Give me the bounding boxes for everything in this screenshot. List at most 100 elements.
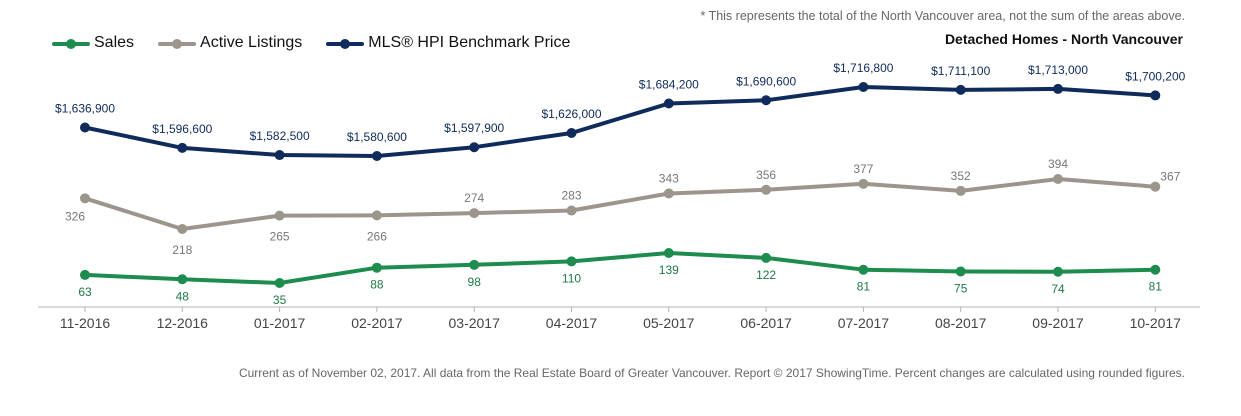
legend-label-hpi: MLS® HPI Benchmark Price	[368, 34, 571, 51]
legend-item-active-listings: Active Listings	[158, 34, 302, 52]
data-point-sales	[1150, 264, 1161, 275]
data-point-listings	[663, 188, 674, 199]
data-point-hpi	[1150, 90, 1161, 101]
data-point-listings	[761, 184, 772, 195]
data-label-listings: 367	[1160, 170, 1180, 184]
data-label-hpi: $1,582,500	[250, 129, 310, 143]
legend-label-sales: Sales	[94, 34, 135, 51]
data-label-listings: 218	[172, 243, 192, 257]
data-label-hpi: $1,711,100	[931, 64, 990, 78]
data-point-hpi	[1053, 83, 1063, 94]
data-point-sales	[469, 259, 480, 270]
data-label-hpi: $1,596,600	[152, 122, 212, 136]
data-point-hpi	[955, 84, 966, 95]
data-label-listings: 394	[1048, 157, 1068, 171]
data-label-hpi: $1,626,000	[541, 107, 601, 121]
data-point-sales	[761, 252, 772, 263]
legend-swatch-sales	[52, 36, 90, 50]
data-point-sales	[955, 266, 966, 277]
data-point-listings	[566, 205, 577, 216]
data-label-sales: 48	[176, 289, 190, 303]
data-point-sales	[858, 264, 869, 275]
data-label-listings: 352	[951, 169, 971, 183]
data-label-listings: 326	[65, 209, 85, 223]
data-label-sales: 98	[468, 275, 482, 289]
chart-subtitle: Detached Homes - North Vancouver	[944, 31, 1183, 47]
data-label-hpi: $1,690,600	[736, 74, 796, 88]
footnote-note: * This represents the total of the North…	[700, 9, 1185, 23]
data-label-listings: 283	[561, 189, 581, 203]
data-label-listings: 377	[853, 162, 873, 176]
data-point-hpi	[274, 150, 285, 161]
data-label-hpi: $1,597,900	[444, 121, 504, 135]
data-point-sales	[371, 262, 382, 273]
data-label-sales: 74	[1051, 282, 1065, 296]
data-point-hpi	[761, 95, 772, 106]
x-tick-label: 11-2016	[60, 315, 111, 331]
data-point-listings	[469, 208, 480, 219]
legend-swatch-active-listings	[158, 36, 197, 50]
data-label-sales: 88	[370, 278, 384, 292]
data-point-sales	[1053, 266, 1063, 277]
data-point-listings	[371, 210, 382, 221]
data-label-sales: 139	[659, 263, 679, 277]
x-tick-label: 01-2017	[254, 315, 306, 331]
data-label-hpi: $1,713,000	[1028, 63, 1088, 77]
data-point-sales	[566, 256, 577, 267]
data-point-hpi	[663, 98, 674, 109]
data-point-listings	[955, 185, 966, 196]
series-line-sales	[83, 251, 1158, 285]
data-label-sales: 75	[954, 281, 968, 295]
data-point-hpi	[371, 151, 382, 161]
data-label-listings: 265	[270, 230, 290, 244]
data-point-hpi	[858, 82, 869, 92]
legend-swatch-hpi	[326, 36, 365, 50]
x-tick-label: 07-2017	[838, 315, 890, 331]
x-tick-label: 04-2017	[546, 315, 598, 331]
data-label-sales: 81	[1149, 280, 1163, 294]
data-label-listings: 343	[659, 171, 679, 185]
data-label-sales: 81	[857, 280, 871, 294]
x-tick-label: 09-2017	[1032, 315, 1084, 331]
x-tick-label: 12-2016	[157, 315, 209, 331]
legend-item-sales: Sales	[52, 34, 134, 52]
data-point-sales	[177, 274, 188, 285]
x-tick-label: 03-2017	[449, 315, 501, 331]
data-point-hpi	[80, 122, 90, 133]
data-label-hpi: $1,636,900	[55, 101, 115, 115]
data-point-listings	[80, 193, 90, 204]
data-point-listings	[1150, 181, 1161, 192]
data-point-hpi	[177, 142, 188, 153]
legend-item-hpi: MLS® HPI Benchmark Price	[326, 34, 570, 52]
data-label-listings: 266	[367, 229, 387, 243]
data-point-listings	[1053, 174, 1063, 184]
footer-credit: Current as of November 02, 2017. All dat…	[238, 366, 1185, 380]
data-label-hpi: $1,700,200	[1125, 69, 1185, 83]
data-point-sales	[663, 248, 674, 258]
data-point-sales	[80, 269, 90, 280]
x-tick-label: 08-2017	[935, 315, 987, 331]
data-label-listings: 356	[756, 168, 776, 182]
data-point-hpi	[469, 142, 480, 153]
x-tick-label: 05-2017	[643, 315, 695, 331]
data-point-listings	[274, 210, 285, 221]
data-label-hpi: $1,580,600	[347, 130, 407, 144]
data-label-sales: 63	[78, 285, 92, 299]
x-tick-label: 06-2017	[740, 315, 792, 331]
series-line-hpi	[83, 85, 1158, 158]
legend-label-active-listings: Active Listings	[200, 34, 303, 51]
series-line-listings	[83, 177, 1158, 231]
x-tick-label: 02-2017	[351, 315, 403, 331]
data-point-hpi	[566, 128, 577, 138]
x-tick-label: 10-2017	[1130, 315, 1182, 331]
data-point-listings	[858, 178, 869, 189]
data-label-hpi: $1,684,200	[639, 78, 699, 92]
data-label-listings: 274	[464, 191, 484, 205]
data-label-sales: 110	[562, 271, 581, 285]
data-label-hpi: $1,716,800	[833, 61, 893, 75]
data-point-listings	[177, 224, 188, 234]
data-point-sales	[274, 278, 285, 288]
chart-legend: Sales Active Listings MLS® HPI Benchmark…	[52, 34, 594, 52]
data-label-sales: 35	[273, 293, 287, 307]
